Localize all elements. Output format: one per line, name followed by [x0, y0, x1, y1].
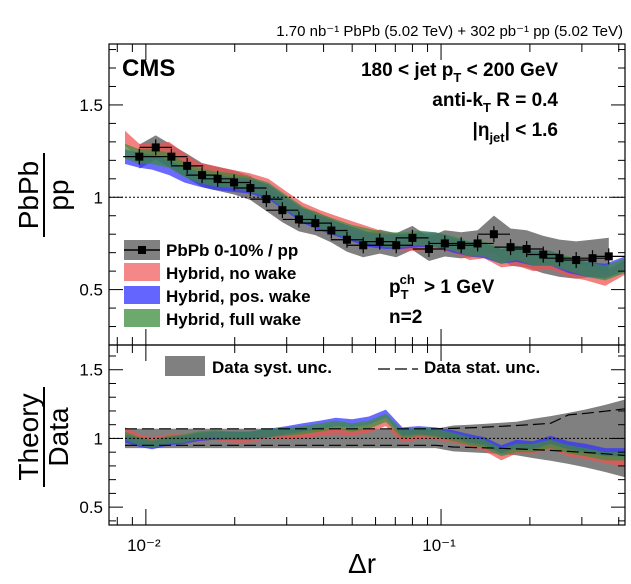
data-point	[457, 241, 466, 250]
bottom-frame	[108, 344, 626, 526]
top-panel: 0.5 1 1.5 CMS 180 < jet pT < 200 GeV anti-…	[13, 43, 626, 346]
data-point	[198, 171, 207, 180]
legend-swatch-syst	[165, 356, 205, 376]
legend-data-marker	[138, 246, 146, 254]
y-tick-label: 1.5	[79, 361, 103, 380]
data-point	[473, 239, 482, 248]
experiment-label: CMS	[122, 55, 175, 82]
bottom-ylabel: Theory Data	[13, 387, 74, 487]
data-point	[246, 184, 255, 193]
data-point	[359, 241, 368, 250]
data-point	[230, 178, 239, 187]
data-point	[213, 174, 222, 183]
top-ylabel: PbPb pp	[13, 153, 74, 237]
bottom-ylabel-denominator: Data	[43, 407, 74, 467]
data-point	[522, 244, 531, 253]
legend-label-syst: Data syst. unc.	[212, 358, 332, 377]
data-point	[262, 195, 271, 204]
legend-label-data: PbPb 0-10% / pp	[166, 241, 298, 260]
data-point	[183, 161, 192, 170]
annotation-track-pt: pTch > 1 GeV	[389, 272, 495, 302]
legend-label-pos-wake: Hybrid, pos. wake	[166, 287, 311, 306]
data-point	[506, 243, 515, 252]
data-point	[572, 256, 581, 265]
x-axis-label: Δr	[348, 548, 376, 579]
y-tick-label: 1	[94, 429, 103, 448]
data-point	[424, 244, 433, 253]
data-point	[342, 235, 351, 244]
top-model-bands	[125, 130, 625, 286]
top-band-full-wake	[125, 143, 625, 281]
legend-label-stat: Data stat. unc.	[424, 358, 540, 377]
y-tick-label: 0.5	[79, 281, 103, 300]
data-point	[392, 241, 401, 250]
bottom-stat-lower	[125, 444, 626, 457]
header-lumi: 1.70 nb⁻¹ PbPb (5.02 TeV) + 302 pb⁻¹ pp …	[276, 23, 623, 40]
bottom-ylabel-numerator: Theory	[13, 393, 44, 480]
data-point	[294, 215, 303, 224]
legend-label-full-wake: Hybrid, full wake	[166, 310, 301, 329]
data-point	[604, 252, 613, 261]
bottom-stat-upper	[125, 408, 626, 430]
annotation-pt-range: 180 < jet pT < 200 GeV	[361, 60, 558, 85]
top-data-points	[123, 139, 625, 269]
y-tick-label: 1	[94, 188, 103, 207]
data-point	[311, 219, 320, 228]
legend-swatch-full-wake	[124, 309, 160, 327]
top-legend: PbPb 0-10% / pp Hybrid, no wake Hybrid, …	[124, 240, 311, 329]
top-ticks: 0.5 1 1.5	[79, 44, 625, 346]
y-tick-label: 0.5	[79, 498, 103, 517]
annotation-jet-algo: anti-kT R = 0.4	[432, 90, 558, 115]
data-point	[151, 143, 160, 152]
data-point	[408, 233, 417, 242]
data-point	[167, 152, 176, 161]
annotation-n: n=2	[389, 307, 422, 328]
data-point	[539, 250, 548, 259]
data-point	[375, 237, 384, 246]
data-point	[588, 254, 597, 263]
data-point	[135, 152, 144, 161]
top-ylabel-denominator: pp	[43, 179, 74, 210]
legend-label-no-wake: Hybrid, no wake	[166, 264, 296, 283]
y-tick-label: 1.5	[79, 96, 103, 115]
bottom-panel: 0.5 1 1.5 10⁻² 10⁻¹ Data syst. unc. Data sta…	[13, 344, 626, 579]
x-tick-label: 10⁻²	[127, 536, 161, 555]
legend-swatch-pos-wake	[124, 286, 160, 304]
data-point	[440, 239, 449, 248]
bottom-ticks: 0.5 1 1.5 10⁻² 10⁻¹	[79, 345, 625, 555]
x-tick-label: 10⁻¹	[422, 536, 456, 555]
bottom-legend: Data syst. unc. Data stat. unc.	[165, 356, 540, 377]
data-point	[278, 206, 287, 215]
legend-swatch-no-wake	[124, 263, 160, 281]
top-ylabel-numerator: PbPb	[13, 161, 44, 230]
annotation-eta: |ηjet| < 1.6	[473, 120, 558, 145]
data-point	[489, 230, 498, 239]
data-point	[555, 254, 564, 263]
data-point	[327, 226, 336, 235]
